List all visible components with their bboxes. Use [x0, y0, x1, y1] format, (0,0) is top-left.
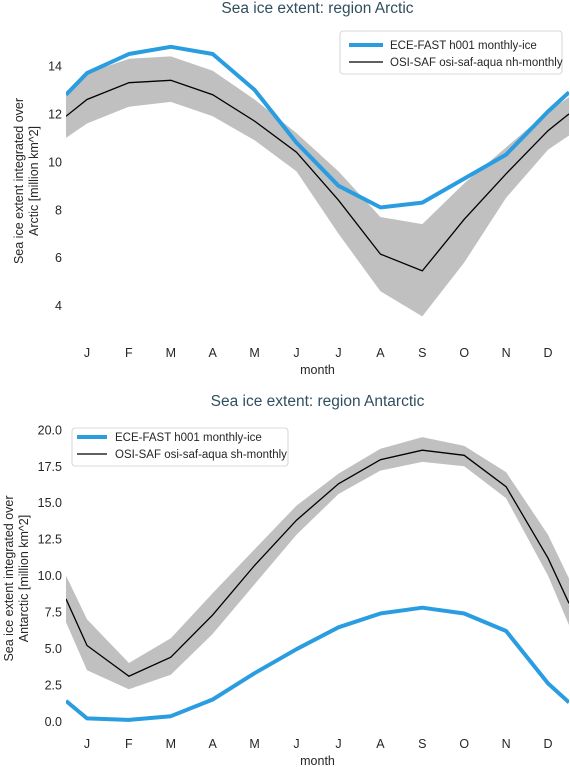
arctic-x-tick-label: F: [125, 346, 133, 360]
antarctic-y-tick-label: 5.0: [45, 642, 62, 656]
antarctic-legend-label-model: ECE-FAST h001 monthly-ice: [115, 432, 262, 444]
antarctic-x-tick-label: S: [418, 737, 426, 751]
arctic-obs-line: [66, 79, 569, 272]
antarctic-x-tick-label: A: [376, 737, 385, 751]
arctic-y-axis-label: Arctic [million km^2]: [27, 126, 41, 236]
arctic-legend-label-obs: OSI-SAF osi-saf-aqua nh-monthly: [390, 57, 563, 69]
antarctic-legend-frame: [71, 427, 289, 467]
antarctic-x-tick-label: M: [166, 737, 176, 751]
antarctic-chart-title: Sea ice extent: region Antarctic: [211, 393, 425, 410]
arctic-chart: Sea ice extent: region Arctic 4 6 8 10 12 14 J F…: [12, 0, 569, 377]
arctic-legend-frame: [339, 30, 563, 75]
arctic-x-axis-label: month: [300, 363, 335, 377]
arctic-x-tick-label: A: [376, 346, 385, 360]
arctic-x-tick-label: M: [166, 346, 176, 360]
antarctic-y-tick-label: 12.5: [38, 533, 62, 547]
antarctic-legend: ECE-FAST h001 monthly-ice OSI-SAF osi-saf…: [71, 427, 289, 467]
antarctic-y-tick-label: 0.0: [45, 715, 62, 729]
antarctic-legend-label-obs: OSI-SAF osi-saf-aqua sh-monthly: [115, 449, 287, 461]
arctic-y-axis-label: Sea ice extent integrated over: [12, 98, 26, 264]
antarctic-plot-area: [66, 437, 569, 722]
arctic-y-tick-label: 12: [48, 107, 62, 121]
arctic-y-tick-label: 14: [48, 59, 62, 73]
antarctic-chart: Sea ice extent: region Antarctic 0.0 2.5 5.…: [0, 384, 570, 767]
arctic-y-tick-label: 10: [48, 155, 62, 169]
arctic-y-tick-label: 8: [55, 203, 62, 217]
antarctic-x-tick-label: O: [459, 737, 469, 751]
antarctic-x-tick-label: N: [502, 737, 511, 751]
arctic-obs-spread-band: [66, 56, 569, 317]
arctic-model-line: [66, 44, 569, 210]
arctic-y-tick-label: 4: [55, 299, 62, 313]
antarctic-x-tick-label: J: [293, 737, 299, 751]
arctic-x-tick-label: J: [84, 346, 90, 360]
arctic-x-tick-label: S: [418, 346, 426, 360]
antarctic-y-axis-label: Sea ice extent integrated over: [2, 495, 16, 661]
arctic-x-tick-label: J: [293, 346, 299, 360]
arctic-y-tick-label: 6: [55, 251, 62, 265]
arctic-legend: ECE-FAST h001 monthly-ice OSI-SAF osi-saf…: [339, 30, 563, 75]
antarctic-obs-spread-band: [66, 437, 569, 690]
antarctic-x-axis-label: month: [300, 754, 335, 767]
antarctic-y-tick-label: 2.5: [45, 678, 62, 692]
antarctic-y-tick-label: 10.0: [38, 569, 62, 583]
antarctic-x-tick-label: J: [335, 737, 341, 751]
arctic-plot-area: [66, 44, 569, 317]
antarctic-model-line: [66, 605, 569, 722]
arctic-x-tick-label: D: [544, 346, 553, 360]
arctic-x-tick-label: N: [502, 346, 511, 360]
antarctic-obs-line: [66, 449, 569, 677]
antarctic-y-axis-label: Antarctic [million km^2]: [17, 515, 31, 642]
arctic-x-tick-label: O: [459, 346, 469, 360]
antarctic-x-tick-label: M: [249, 737, 259, 751]
arctic-legend-label-model: ECE-FAST h001 monthly-ice: [390, 40, 537, 52]
antarctic-x-tick-label: J: [84, 737, 90, 751]
antarctic-x-tick-label: F: [125, 737, 133, 751]
antarctic-y-tick-label: 17.5: [38, 460, 62, 474]
antarctic-y-tick-label: 15.0: [38, 496, 62, 510]
antarctic-y-tick-label: 20.0: [38, 423, 62, 437]
arctic-x-tick-label: J: [335, 346, 341, 360]
antarctic-x-tick-label: D: [544, 737, 553, 751]
antarctic-x-tick-label: A: [209, 737, 218, 751]
arctic-x-tick-label: A: [209, 346, 218, 360]
antarctic-chart-svg: Sea ice extent: region Antarctic 0.0 2.5 5.…: [2, 393, 569, 767]
arctic-chart-title: Sea ice extent: region Arctic: [221, 0, 413, 17]
arctic-x-tick-label: M: [249, 346, 259, 360]
arctic-chart-svg: Sea ice extent: region Arctic 4 6 8 10 12 14 J F…: [12, 0, 569, 377]
antarctic-y-tick-label: 7.5: [45, 606, 62, 620]
